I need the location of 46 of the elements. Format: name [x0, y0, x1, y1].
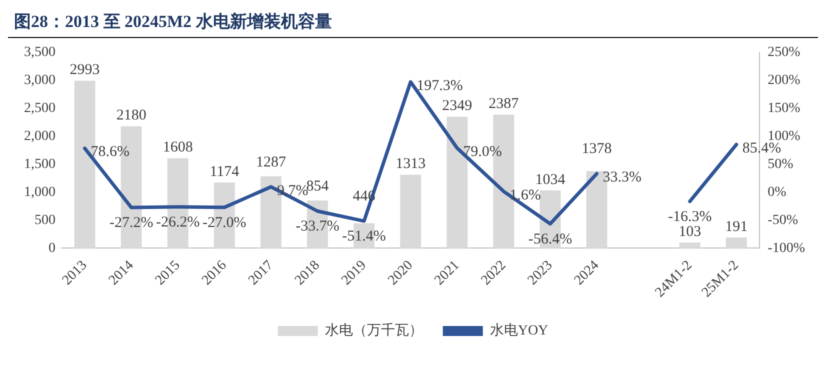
data-label: 2387 [488, 96, 520, 112]
data-label: 103 [678, 224, 702, 240]
y-tick-label: 2,000 [24, 128, 56, 144]
data-label: 79.0% [463, 144, 502, 160]
y2-tick-label: 150% [768, 101, 801, 116]
data-label: 33.3% [602, 170, 642, 186]
data-label: -33.7% [296, 218, 340, 235]
y2-tick-label: 0% [768, 184, 787, 200]
y2-tick-label: -100% [768, 240, 806, 256]
data-label: -27.0% [202, 214, 246, 231]
y-tick-label: 1,500 [24, 156, 56, 172]
data-label: 197.3% [416, 78, 463, 94]
bar [679, 242, 700, 248]
y-tick-label: 1,000 [24, 184, 56, 200]
bar [400, 174, 422, 248]
data-label: -26.2% [156, 214, 200, 230]
y-tick-label: 0 [48, 240, 56, 256]
data-label: -16.3% [668, 208, 712, 225]
y-tick-label: 2,500 [24, 101, 56, 116]
y2-tick-label: 200% [768, 73, 801, 88]
y2-tick-label: 50% [768, 156, 794, 172]
data-label: 1174 [210, 164, 240, 180]
y2-tick-label: 250% [768, 45, 801, 60]
data-label: 2180 [116, 108, 146, 124]
data-label: 1034 [535, 172, 566, 188]
data-label: 1608 [162, 140, 193, 156]
y-tick-label: 3,000 [24, 73, 56, 88]
legend-label: 水电（万千瓦） [324, 322, 423, 339]
data-label: -27.2% [109, 214, 154, 231]
data-label: 191 [725, 218, 748, 235]
data-label: 1313 [396, 156, 426, 172]
data-label: 2993 [70, 62, 100, 78]
data-label: 1287 [256, 154, 286, 170]
y2-tick-label: -50% [768, 212, 798, 228]
data-label: 1.6% [510, 187, 541, 204]
bar [726, 238, 747, 248]
data-label: 78.6% [90, 144, 130, 160]
y-tick-label: 3,500 [24, 45, 56, 60]
chart-title: 图28：2013 至 20245M2 水电新增装机容量 [8, 8, 818, 38]
data-label: 9.7% [276, 182, 308, 199]
y-tick-label: 500 [34, 212, 56, 228]
legend-label: 水电YOY [490, 322, 548, 339]
data-label: 1378 [582, 141, 612, 158]
data-label: -51.4% [342, 228, 386, 244]
data-label: 2349 [442, 98, 472, 114]
data-label: -56.4% [528, 231, 572, 248]
